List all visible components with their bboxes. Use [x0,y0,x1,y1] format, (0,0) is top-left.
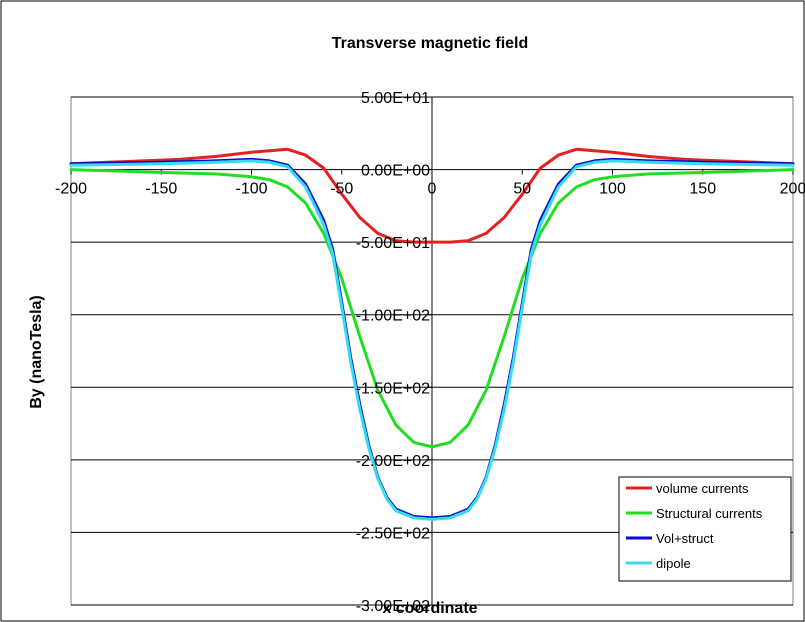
tick-labels: -200 -150 -100 -50 0 50 100 150 200 5.00E+01 0.00E… [55,90,805,615]
y-tick-label: -1.50E+02 [356,380,430,397]
legend-label-0: volume currents [656,481,749,496]
y-axis-title: By (nanoTesla) [28,295,45,409]
y-tick-label: 0.00E+00 [361,163,430,180]
x-tick-label: -200 [55,181,87,198]
legend: volume currents Structural currents Vol+st… [618,476,792,582]
chart-title: Transverse magnetic field [332,35,529,52]
series-line-3 [69,159,795,521]
legend-label-1: Structural currents [656,506,763,521]
series-line-0 [69,147,795,244]
x-tick-label: 100 [599,181,626,198]
y-tick-label: 5.00E+01 [361,90,430,107]
y-tick-label: -1.00E+02 [356,308,430,325]
y-tick-label: -5.00E+01 [356,235,430,252]
legend-label-3: dipole [656,556,691,571]
y-tick-label: -2.00E+02 [356,453,430,470]
y-tick-label: -2.50E+02 [356,525,430,542]
x-tick-label: -150 [145,181,177,198]
legend-label-2: Vol+struct [656,531,714,546]
series-line-1 [69,168,795,449]
x-tick-label: -50 [330,181,353,198]
x-tick-label: -100 [235,181,267,198]
x-tick-label: 200 [780,181,805,198]
x-tick-label: 50 [513,181,531,198]
x-tick-label: 150 [689,181,716,198]
y-tick-label: -3.00E+02 [356,598,430,615]
series-layer [69,147,795,521]
x-tick-label: 0 [428,181,437,198]
x-axis-title: x coordinate [382,600,477,617]
